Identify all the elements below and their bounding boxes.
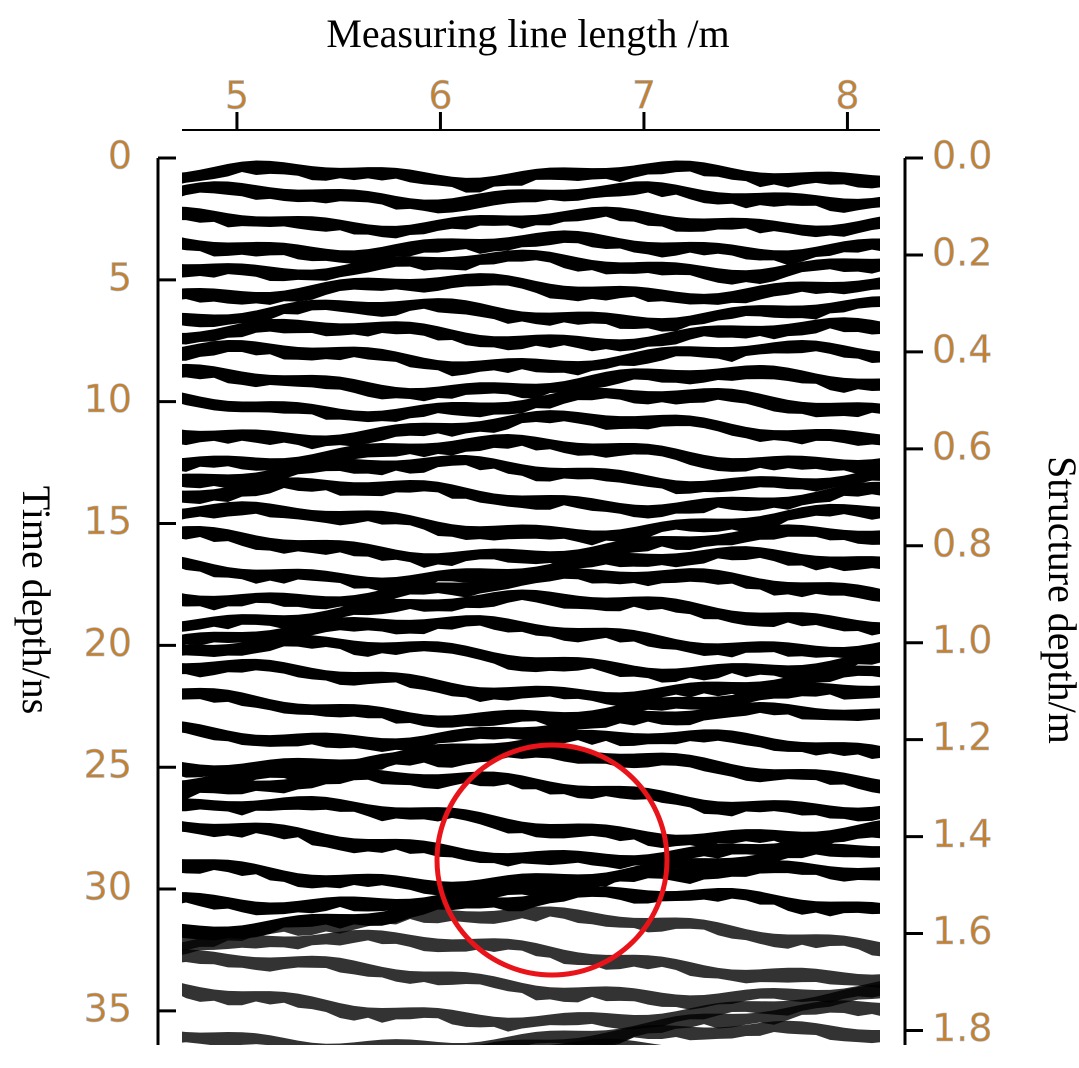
radar-image (182, 160, 880, 1045)
radar-stripe (182, 410, 880, 450)
radar-stripe (182, 821, 880, 870)
radar-stripe (182, 949, 880, 1010)
y2-tick-label: 0.8 (932, 521, 992, 565)
radar-stripe (182, 524, 880, 568)
y-tick-label: 5 (108, 255, 132, 299)
radar-stripe (182, 886, 880, 941)
y2-tick-label: 1.2 (932, 715, 992, 759)
radar-stripe (182, 477, 880, 519)
radar-stripe (182, 568, 880, 611)
y2-tick-label: 0.2 (932, 230, 992, 274)
y-tick-label: 10 (84, 377, 132, 421)
radar-stripe (182, 906, 880, 957)
y-tick-label: 30 (84, 865, 132, 909)
radar-stripe (182, 744, 880, 794)
radar-stripe (182, 615, 880, 658)
y-tick-label: 20 (84, 621, 132, 665)
radar-stripe (182, 387, 880, 423)
radar-stripe (182, 546, 880, 592)
radar-stripe (182, 860, 880, 916)
y2-tick-label: 0.4 (932, 327, 992, 371)
y2-axis-title: Structure depth/m (1040, 456, 1079, 744)
x-tick-label: 5 (225, 74, 249, 118)
radar-stripe (182, 160, 880, 193)
x-axis-title: Measuring line length /m (326, 11, 729, 56)
x-tick-label: 6 (428, 74, 452, 118)
radar-stripe (182, 769, 880, 822)
radar-stripe (182, 181, 880, 214)
y2-tick-label: 0.0 (932, 134, 992, 178)
y2-tick-label: 1.4 (932, 812, 992, 856)
radar-stripe (182, 296, 880, 332)
radar-stripe (465, 1038, 662, 1045)
radar-stripe (182, 273, 880, 305)
radar-stripe (182, 230, 880, 266)
radar-stripe (182, 795, 880, 848)
y-tick-label: 15 (84, 499, 132, 543)
radar-stripe (182, 363, 880, 402)
radar-stripe (182, 929, 880, 989)
radar-stripe (182, 501, 880, 546)
y2-tick-label: 1.8 (932, 1006, 992, 1050)
y2-tick-label: 1.6 (932, 909, 992, 953)
y-tick-label: 35 (84, 986, 132, 1030)
x-tick-label: 8 (835, 74, 859, 118)
radar-stripe (182, 206, 880, 239)
y2-tick-label: 1.0 (932, 618, 992, 662)
radar-stripe (182, 317, 880, 352)
y-axis-title: Time depth/ns (14, 486, 59, 715)
y2-tick-label: 0.6 (932, 424, 992, 468)
radar-stripe (182, 843, 880, 896)
radar-stripe (182, 682, 880, 728)
radar-stripe (182, 434, 880, 475)
radar-stripe (182, 589, 880, 636)
radar-stripe (182, 249, 880, 285)
radar-stripe (182, 983, 880, 1032)
radar-stripe (478, 1020, 880, 1045)
radar-stripe (182, 339, 880, 377)
radar-stripe (182, 634, 880, 683)
radar-stripe (182, 658, 880, 707)
radar-stripe (182, 455, 880, 495)
y-tick-label: 0 (108, 134, 132, 178)
anomaly-circle (434, 742, 670, 978)
x-tick-label: 7 (632, 74, 656, 118)
radar-stripe (182, 701, 880, 752)
radar-stripe (182, 1000, 880, 1045)
y-tick-label: 25 (84, 743, 132, 787)
